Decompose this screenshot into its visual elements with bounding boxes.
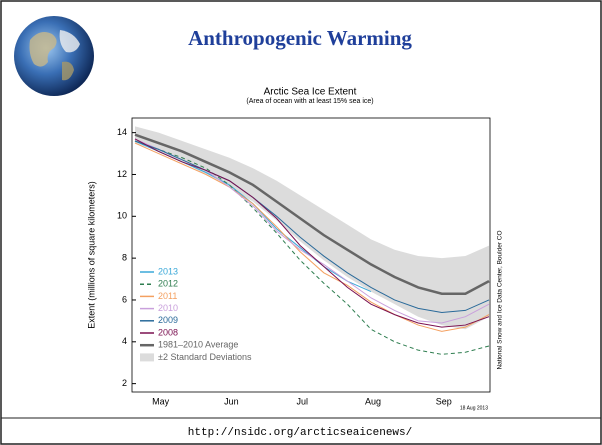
y-tick-label: 10	[117, 211, 127, 221]
chart-subtitle: (Area of ocean with at least 15% sea ice…	[246, 98, 373, 105]
series-line	[134, 140, 490, 355]
legend-label: 2013	[158, 266, 178, 276]
earth-icon	[14, 16, 94, 96]
y-tick-label: 12	[117, 169, 127, 179]
legend-label: 1981–2010 Average	[158, 340, 238, 350]
legend-label: 2008	[158, 327, 178, 337]
slide-title: Anthropogenic Warming	[188, 26, 412, 50]
y-tick-label: 14	[117, 127, 127, 137]
y-tick-label: 6	[122, 294, 127, 304]
series-line	[134, 133, 490, 295]
legend-label: 2009	[158, 315, 178, 325]
x-tick-label: Jun	[224, 396, 239, 406]
y-tick-label: 2	[122, 378, 127, 388]
series-line	[134, 140, 490, 314]
x-tick-label: May	[152, 396, 170, 406]
series-line	[134, 138, 490, 328]
x-tick-label: Sep	[436, 396, 452, 406]
credit: National Snow and Ice Data Center, Bould…	[497, 230, 504, 369]
legend-label: 2011	[158, 291, 177, 301]
plot-frame	[131, 117, 491, 393]
legend-label: 2010	[158, 303, 178, 313]
y-tick-label: 4	[122, 336, 127, 346]
legend-swatch	[140, 353, 154, 362]
source-url: http://nsidc.org/arcticseaicenews/	[188, 427, 412, 439]
legend-label: 2012	[158, 279, 178, 289]
legend-label: ±2 Standard Deviations	[158, 352, 252, 362]
x-tick-label: Jul	[296, 396, 308, 406]
chart-title: Arctic Sea Ice Extent	[264, 87, 357, 98]
date-note: 18 Aug 2013	[460, 405, 488, 411]
series-line	[134, 142, 490, 332]
y-axis-label: Extent (millions of square kilometers)	[86, 181, 96, 329]
x-tick-label: Aug	[365, 396, 381, 406]
y-tick-label: 8	[122, 253, 127, 263]
